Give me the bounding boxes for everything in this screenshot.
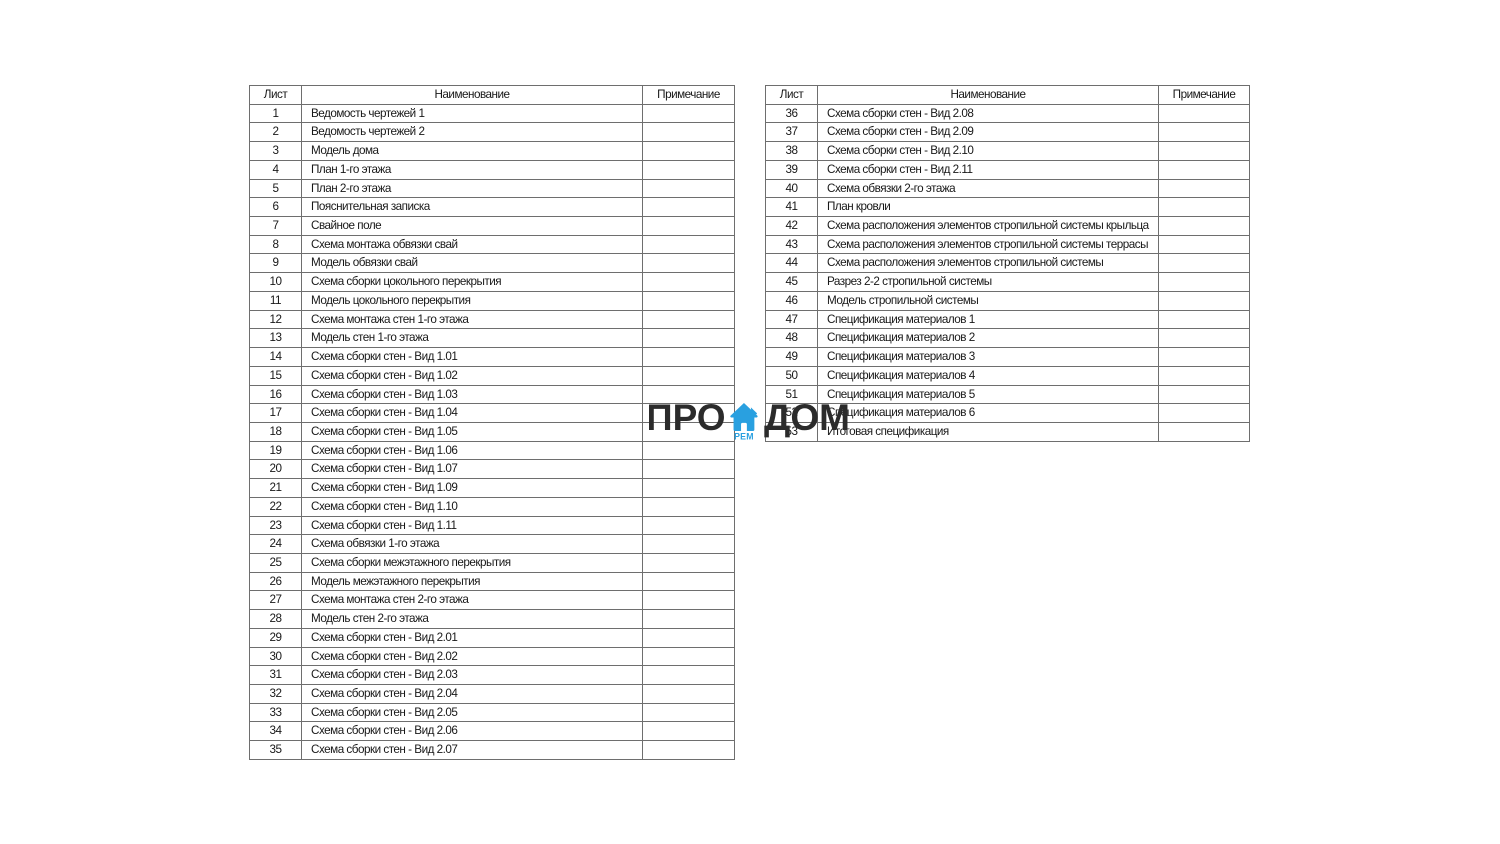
svg-text:РЕМ: РЕМ [734,431,754,441]
svg-text:ДОМ: ДОМ [764,399,850,438]
svg-text:ПРО: ПРО [649,399,726,438]
